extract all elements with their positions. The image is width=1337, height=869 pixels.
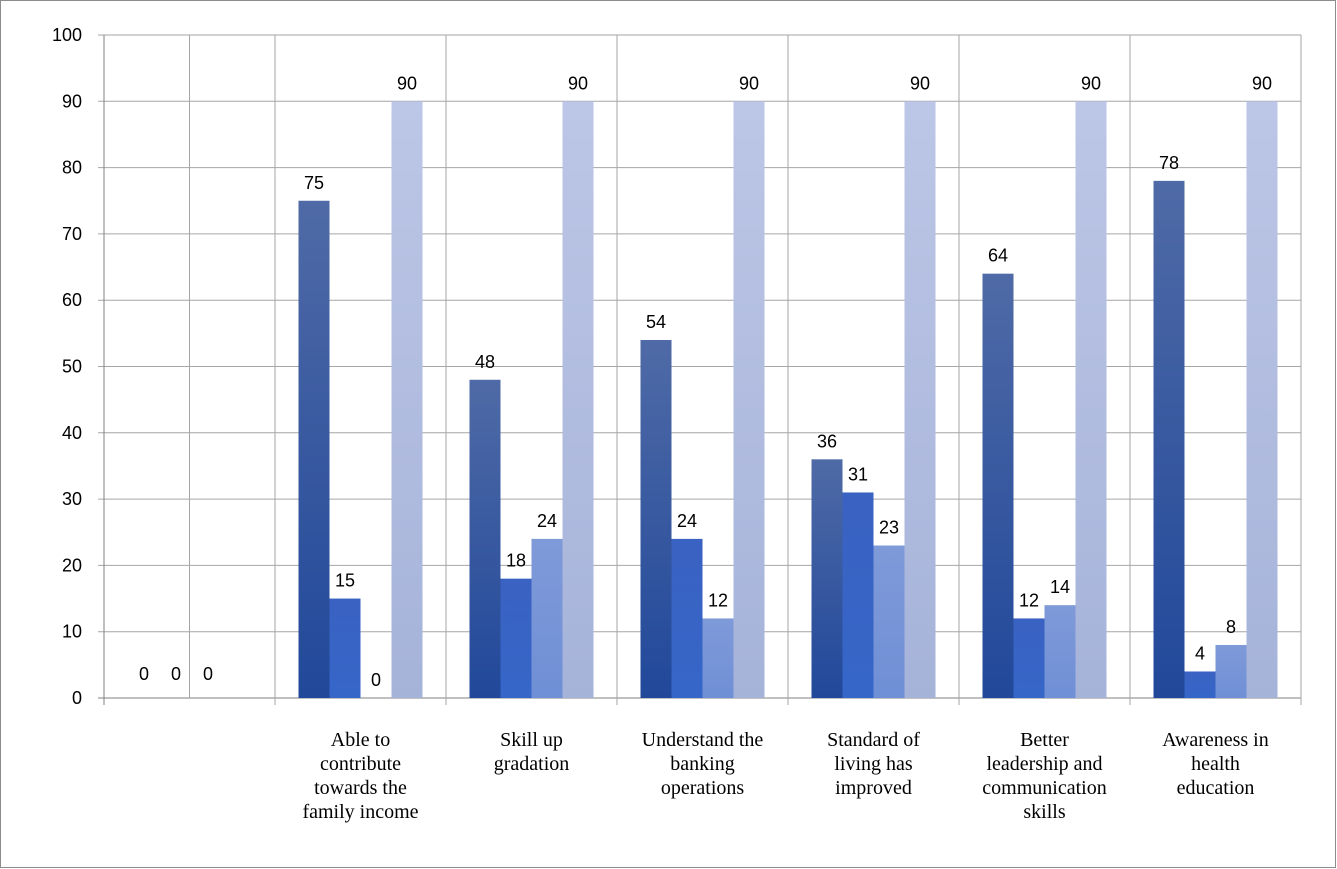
y-tick-label: 90 <box>62 91 82 111</box>
data-label: 90 <box>397 73 417 93</box>
data-label: 75 <box>304 173 324 193</box>
bar <box>1013 618 1045 698</box>
bar <box>842 492 874 698</box>
bar <box>329 598 361 698</box>
data-label: 90 <box>739 73 759 93</box>
y-tick-label: 10 <box>62 622 82 642</box>
bar <box>1246 101 1278 699</box>
data-label: 0 <box>371 670 381 690</box>
bar <box>469 379 501 698</box>
bar <box>904 101 936 699</box>
y-tick-label: 100 <box>52 25 82 45</box>
category-label: Awareness in health education <box>1162 729 1268 799</box>
bar <box>811 459 843 698</box>
data-label: 24 <box>537 511 557 531</box>
data-label: 0 <box>203 664 213 684</box>
data-label: 0 <box>171 664 181 684</box>
y-tick-label: 20 <box>62 555 82 575</box>
data-label: 90 <box>568 73 588 93</box>
y-tick-label: 80 <box>62 158 82 178</box>
bar <box>640 339 672 698</box>
y-tick-label: 60 <box>62 290 82 310</box>
data-label: 0 <box>139 664 149 684</box>
data-label: 23 <box>879 518 899 538</box>
bar <box>1153 180 1185 699</box>
bar <box>1044 605 1076 698</box>
data-label: 14 <box>1050 577 1070 597</box>
category-label: Standard of living has improved <box>827 729 920 799</box>
bar <box>1215 644 1247 698</box>
data-label: 15 <box>335 571 355 591</box>
data-label: 4 <box>1195 643 1205 663</box>
data-label: 90 <box>1252 73 1272 93</box>
data-label: 8 <box>1226 617 1236 637</box>
bar <box>671 538 703 698</box>
y-tick-label: 30 <box>62 489 82 509</box>
category-label: Understand the banking operations <box>642 729 764 799</box>
bar <box>982 273 1014 698</box>
bar <box>1184 671 1216 698</box>
y-tick-label: 50 <box>62 357 82 377</box>
data-label: 90 <box>1081 73 1101 93</box>
category-label: Skill up gradation <box>494 729 570 775</box>
data-label: 36 <box>817 431 837 451</box>
data-label: 78 <box>1159 153 1179 173</box>
data-label: 12 <box>1019 590 1039 610</box>
bar <box>733 101 765 699</box>
bar <box>1075 101 1107 699</box>
data-label: 18 <box>506 551 526 571</box>
data-label: 54 <box>646 312 666 332</box>
y-tick-label: 0 <box>72 688 82 708</box>
bar <box>391 101 423 699</box>
bar <box>500 578 532 698</box>
data-label: 90 <box>910 73 930 93</box>
bar <box>562 101 594 699</box>
bar <box>531 538 563 698</box>
bars <box>298 101 1278 699</box>
category-label: Better leadership and communication skills <box>982 729 1106 823</box>
bar <box>873 545 905 698</box>
y-tick-label: 70 <box>62 224 82 244</box>
data-label: 64 <box>988 246 1008 266</box>
bar <box>702 618 734 698</box>
data-label: 48 <box>475 352 495 372</box>
data-label: 24 <box>677 511 697 531</box>
y-tick-label: 40 <box>62 423 82 443</box>
bar <box>298 200 330 698</box>
data-label: 12 <box>708 590 728 610</box>
data-label: 31 <box>848 464 868 484</box>
category-label: Able to contribute towards the family incom… <box>302 729 418 823</box>
